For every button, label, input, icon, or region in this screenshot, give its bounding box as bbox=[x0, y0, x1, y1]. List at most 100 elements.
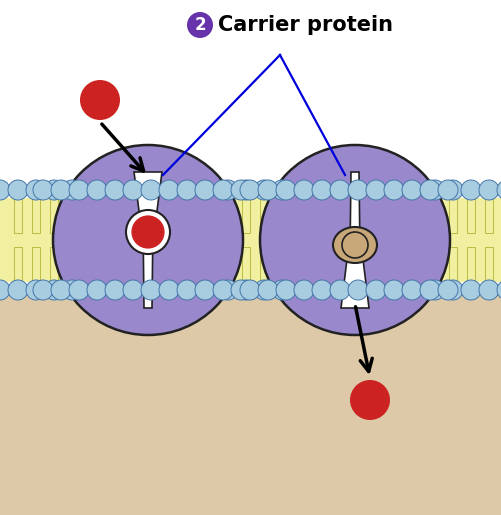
Circle shape bbox=[260, 145, 450, 335]
Circle shape bbox=[141, 280, 161, 300]
Circle shape bbox=[461, 180, 481, 200]
Circle shape bbox=[33, 280, 53, 300]
Circle shape bbox=[272, 280, 292, 300]
Bar bbox=[0, 295, 501, 515]
Circle shape bbox=[187, 12, 213, 38]
Circle shape bbox=[258, 280, 278, 300]
Circle shape bbox=[348, 180, 368, 200]
Circle shape bbox=[62, 280, 82, 300]
Circle shape bbox=[348, 280, 368, 300]
Circle shape bbox=[195, 180, 215, 200]
Bar bbox=[32, 247, 40, 282]
Circle shape bbox=[130, 214, 166, 250]
Circle shape bbox=[0, 180, 10, 200]
Text: Carrier protein: Carrier protein bbox=[218, 15, 393, 35]
Bar bbox=[50, 198, 58, 233]
Bar bbox=[50, 247, 58, 282]
Circle shape bbox=[276, 280, 296, 300]
Circle shape bbox=[123, 180, 143, 200]
Circle shape bbox=[461, 280, 481, 300]
Circle shape bbox=[26, 280, 46, 300]
Bar bbox=[467, 247, 475, 282]
Circle shape bbox=[272, 180, 292, 200]
Bar bbox=[242, 247, 250, 282]
Circle shape bbox=[44, 180, 64, 200]
Polygon shape bbox=[350, 172, 360, 252]
Circle shape bbox=[366, 280, 386, 300]
Circle shape bbox=[497, 180, 501, 200]
Circle shape bbox=[342, 232, 368, 258]
Circle shape bbox=[294, 180, 314, 200]
Bar bbox=[449, 198, 457, 233]
Circle shape bbox=[213, 180, 233, 200]
Circle shape bbox=[312, 180, 332, 200]
Circle shape bbox=[33, 180, 53, 200]
Circle shape bbox=[312, 280, 332, 300]
Circle shape bbox=[479, 280, 499, 300]
Circle shape bbox=[258, 180, 278, 200]
Circle shape bbox=[330, 180, 350, 200]
Bar bbox=[14, 198, 22, 233]
Circle shape bbox=[231, 180, 251, 200]
Bar bbox=[449, 247, 457, 282]
Bar bbox=[14, 247, 22, 282]
Circle shape bbox=[438, 280, 458, 300]
Circle shape bbox=[8, 180, 28, 200]
Circle shape bbox=[80, 80, 120, 120]
Circle shape bbox=[425, 280, 445, 300]
Circle shape bbox=[105, 280, 125, 300]
Ellipse shape bbox=[333, 227, 377, 263]
Circle shape bbox=[240, 280, 260, 300]
Circle shape bbox=[254, 280, 274, 300]
Circle shape bbox=[53, 145, 243, 335]
Circle shape bbox=[479, 180, 499, 200]
Circle shape bbox=[384, 180, 404, 200]
Circle shape bbox=[141, 180, 161, 200]
Circle shape bbox=[402, 280, 422, 300]
Bar bbox=[435, 198, 501, 282]
Polygon shape bbox=[143, 222, 153, 308]
Circle shape bbox=[384, 280, 404, 300]
Bar bbox=[485, 198, 493, 233]
Bar bbox=[260, 198, 268, 233]
Bar bbox=[242, 198, 250, 233]
Circle shape bbox=[44, 280, 64, 300]
Circle shape bbox=[236, 180, 256, 200]
Circle shape bbox=[350, 380, 390, 420]
Circle shape bbox=[218, 180, 238, 200]
Circle shape bbox=[330, 280, 350, 300]
Circle shape bbox=[87, 280, 107, 300]
Polygon shape bbox=[341, 235, 369, 308]
Circle shape bbox=[213, 280, 233, 300]
Bar bbox=[260, 247, 268, 282]
Text: 2: 2 bbox=[194, 16, 206, 34]
Circle shape bbox=[231, 280, 251, 300]
Bar bbox=[0, 198, 68, 282]
Circle shape bbox=[240, 180, 260, 200]
Circle shape bbox=[254, 180, 274, 200]
Circle shape bbox=[159, 180, 179, 200]
Circle shape bbox=[402, 180, 422, 200]
Circle shape bbox=[123, 280, 143, 300]
Circle shape bbox=[69, 180, 89, 200]
Circle shape bbox=[438, 180, 458, 200]
Polygon shape bbox=[134, 172, 162, 242]
Circle shape bbox=[294, 280, 314, 300]
Circle shape bbox=[276, 180, 296, 200]
Circle shape bbox=[0, 280, 10, 300]
Bar bbox=[467, 198, 475, 233]
Circle shape bbox=[26, 180, 46, 200]
Circle shape bbox=[177, 180, 197, 200]
Circle shape bbox=[105, 180, 125, 200]
Circle shape bbox=[195, 280, 215, 300]
Circle shape bbox=[443, 180, 463, 200]
Circle shape bbox=[62, 180, 82, 200]
Circle shape bbox=[420, 280, 440, 300]
Circle shape bbox=[443, 280, 463, 300]
Circle shape bbox=[69, 280, 89, 300]
Bar bbox=[32, 198, 40, 233]
Circle shape bbox=[159, 280, 179, 300]
Circle shape bbox=[420, 180, 440, 200]
Circle shape bbox=[236, 280, 256, 300]
Circle shape bbox=[366, 180, 386, 200]
